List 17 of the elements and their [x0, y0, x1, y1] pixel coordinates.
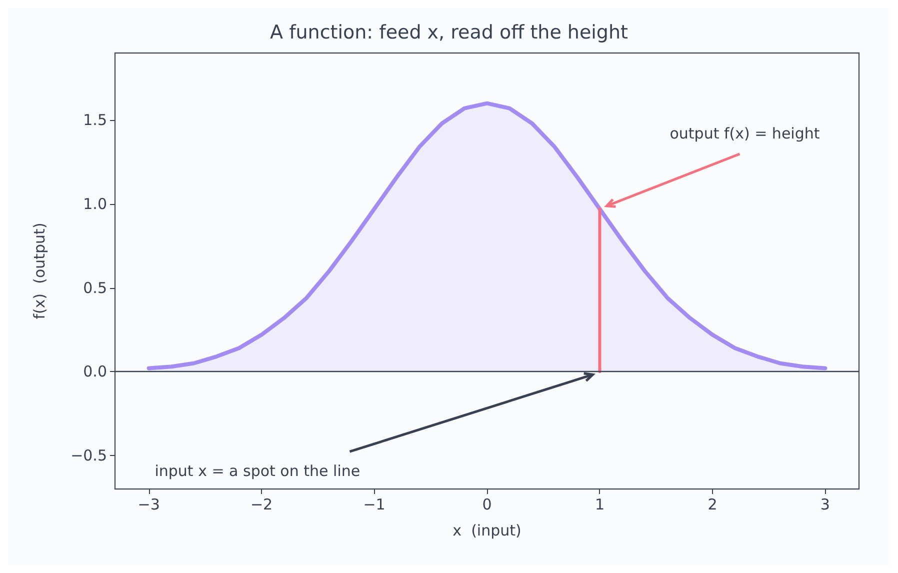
x-axis-title: x (input) — [452, 522, 522, 540]
x-tick-label: −3 — [138, 496, 160, 514]
annotation: input x = a spot on the line — [154, 462, 360, 480]
y-axis-title: f(x) (output) — [30, 222, 48, 320]
x-tick-label: 0 — [482, 496, 492, 514]
x-tick-label: 1 — [594, 496, 604, 514]
y-tick-label: 0.0 — [83, 362, 107, 381]
x-tick-label: −2 — [250, 496, 273, 514]
x-tick-label: 2 — [708, 496, 718, 514]
x-tick-label: 3 — [820, 496, 830, 514]
y-tick-label: 1.0 — [83, 194, 107, 213]
annotation: output f(x) = height — [670, 124, 820, 142]
x-tick-label: −1 — [363, 496, 386, 514]
y-tick-label: −0.5 — [70, 446, 107, 464]
y-tick-label: 1.5 — [83, 111, 107, 130]
y-tick-label: 0.5 — [83, 278, 107, 297]
chart-title: A function: feed x, read off the height — [270, 22, 628, 44]
